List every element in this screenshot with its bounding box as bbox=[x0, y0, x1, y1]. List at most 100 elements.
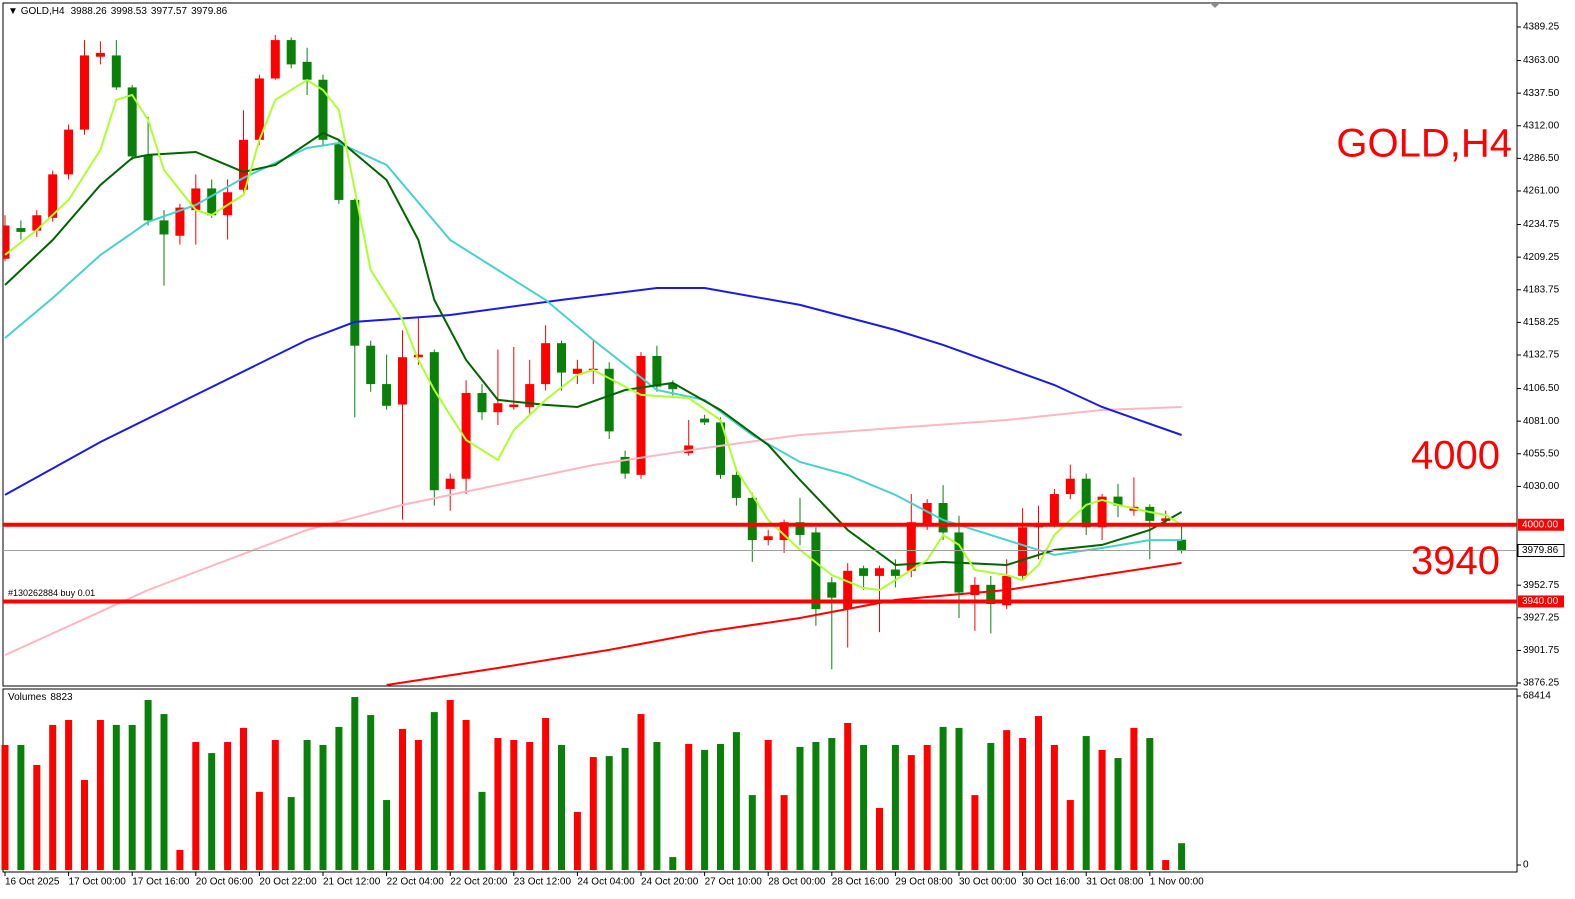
candle-body bbox=[859, 568, 869, 576]
candle-body bbox=[1049, 494, 1059, 524]
volume-bar bbox=[1066, 800, 1074, 870]
volume-bar bbox=[987, 742, 995, 870]
volume-bar bbox=[128, 724, 136, 870]
candle-body bbox=[48, 174, 58, 218]
volume-bar bbox=[971, 795, 979, 870]
y-tick-label: 4081.00 bbox=[1523, 416, 1560, 427]
volume-last: 8823 bbox=[50, 692, 73, 703]
volume-bar bbox=[1114, 758, 1122, 870]
volume-bar bbox=[1050, 744, 1058, 870]
x-tick-label: 27 Oct 10:00 bbox=[705, 877, 763, 888]
volume-bar bbox=[303, 740, 311, 870]
candle-body bbox=[843, 570, 853, 610]
x-tick-label: 17 Oct 00:00 bbox=[69, 877, 127, 888]
candle-body bbox=[398, 357, 407, 405]
candle-body bbox=[1145, 506, 1155, 521]
volume-bar bbox=[1, 744, 9, 870]
candle-body bbox=[318, 79, 328, 140]
volume-bar bbox=[828, 738, 836, 870]
volume-bar bbox=[780, 795, 788, 870]
volume-bar bbox=[192, 741, 200, 870]
volume-bar bbox=[160, 714, 168, 870]
volume-bar bbox=[653, 741, 661, 870]
volume-bar bbox=[844, 722, 852, 870]
volume-bar bbox=[462, 719, 470, 870]
x-tick-label: 28 Oct 00:00 bbox=[768, 877, 826, 888]
moving-average bbox=[4, 287, 1182, 496]
candle-body bbox=[1113, 496, 1123, 506]
volume-bar bbox=[287, 797, 295, 870]
x-tick-label: 29 Oct 08:00 bbox=[895, 877, 953, 888]
volume-header: Volumes 8823 bbox=[8, 692, 73, 703]
candle-body bbox=[493, 403, 503, 413]
volume-bar bbox=[732, 732, 740, 870]
volume-bar bbox=[796, 746, 804, 870]
y-tick-label: 3901.75 bbox=[1523, 645, 1560, 656]
candle-body bbox=[366, 345, 376, 385]
candle-body bbox=[127, 87, 137, 157]
volume-bar bbox=[923, 744, 931, 870]
y-tick-label: 4337.50 bbox=[1523, 88, 1560, 99]
level-annotation: 4000 bbox=[1411, 433, 1500, 477]
volume-bar bbox=[255, 791, 263, 870]
candle-body bbox=[159, 220, 169, 235]
volume-bar bbox=[351, 697, 359, 870]
volume-bar bbox=[65, 719, 73, 870]
candle-body bbox=[175, 207, 185, 236]
candle-body bbox=[461, 393, 471, 479]
volume-bar bbox=[96, 719, 104, 870]
y-tick-label: 4055.50 bbox=[1523, 448, 1560, 459]
candle-body bbox=[286, 40, 296, 65]
candle-body bbox=[270, 40, 280, 79]
header-open: 3988.26 bbox=[71, 6, 108, 17]
y-tick-label: 4389.25 bbox=[1523, 22, 1560, 33]
candle-body bbox=[922, 503, 932, 525]
x-tick-label: 30 Oct 00:00 bbox=[959, 877, 1017, 888]
volume-bar bbox=[446, 699, 454, 870]
candle-body bbox=[1161, 518, 1171, 521]
candle-body bbox=[111, 55, 121, 88]
candle-body bbox=[254, 78, 264, 140]
volume-bar bbox=[812, 741, 820, 870]
candle-body bbox=[906, 522, 916, 571]
moving-average bbox=[4, 131, 1183, 567]
candle-body bbox=[811, 532, 821, 610]
x-tick-label: 1 Nov 00:00 bbox=[1150, 877, 1204, 888]
candle-body bbox=[477, 393, 487, 413]
candle-body bbox=[795, 522, 805, 535]
volume-bar bbox=[573, 811, 581, 870]
candle-body bbox=[827, 582, 837, 598]
volume-tick-label: 68414 bbox=[1523, 691, 1551, 702]
x-tick-label: 21 Oct 12:00 bbox=[323, 877, 381, 888]
candle-body bbox=[747, 497, 757, 541]
header-high: 3998.53 bbox=[111, 6, 148, 17]
order-label: #130262884 buy 0.01 bbox=[8, 588, 95, 598]
y-tick-label: 4312.00 bbox=[1523, 120, 1560, 131]
volume-bar bbox=[144, 699, 152, 870]
volume-bar bbox=[876, 807, 883, 870]
y-tick-label: 3927.25 bbox=[1523, 612, 1560, 623]
candle-body bbox=[429, 352, 439, 491]
shift-marker bbox=[1210, 3, 1220, 8]
candle-body bbox=[3, 225, 10, 259]
candle-body bbox=[779, 522, 789, 541]
moving-average bbox=[4, 406, 1182, 657]
volume-bar bbox=[542, 718, 550, 870]
volume-bar bbox=[764, 740, 772, 870]
volume-bar bbox=[494, 738, 502, 870]
volume-bar bbox=[685, 743, 693, 870]
volume-bar bbox=[860, 744, 868, 870]
candle-body bbox=[620, 456, 630, 474]
volume-bar bbox=[367, 715, 375, 870]
candle-body bbox=[700, 418, 710, 423]
volume-bar bbox=[526, 741, 534, 870]
candle-body bbox=[986, 584, 996, 605]
volume-bar bbox=[701, 749, 709, 870]
volume-bar bbox=[383, 800, 391, 870]
volume-bar bbox=[1146, 738, 1154, 870]
volume-bar bbox=[271, 740, 279, 870]
y-tick-label: 4158.25 bbox=[1523, 317, 1560, 328]
volume-bar bbox=[17, 744, 25, 870]
level-label-box bbox=[1518, 595, 1564, 608]
